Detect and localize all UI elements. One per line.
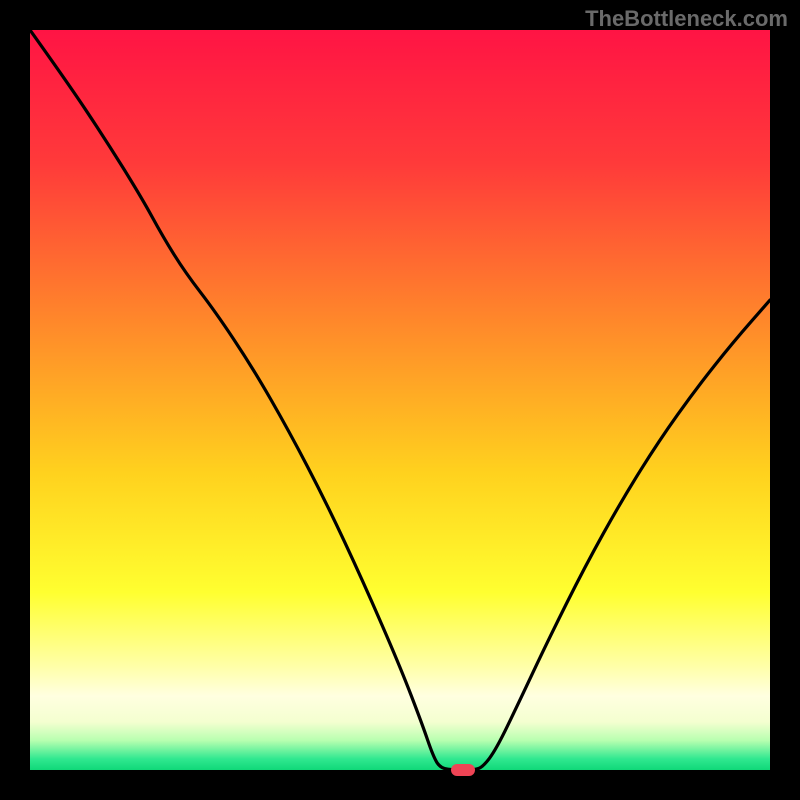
bottleneck-curve [30,30,770,770]
plot-area [30,30,770,770]
watermark-text: TheBottleneck.com [585,6,788,32]
optimum-marker [451,764,475,776]
